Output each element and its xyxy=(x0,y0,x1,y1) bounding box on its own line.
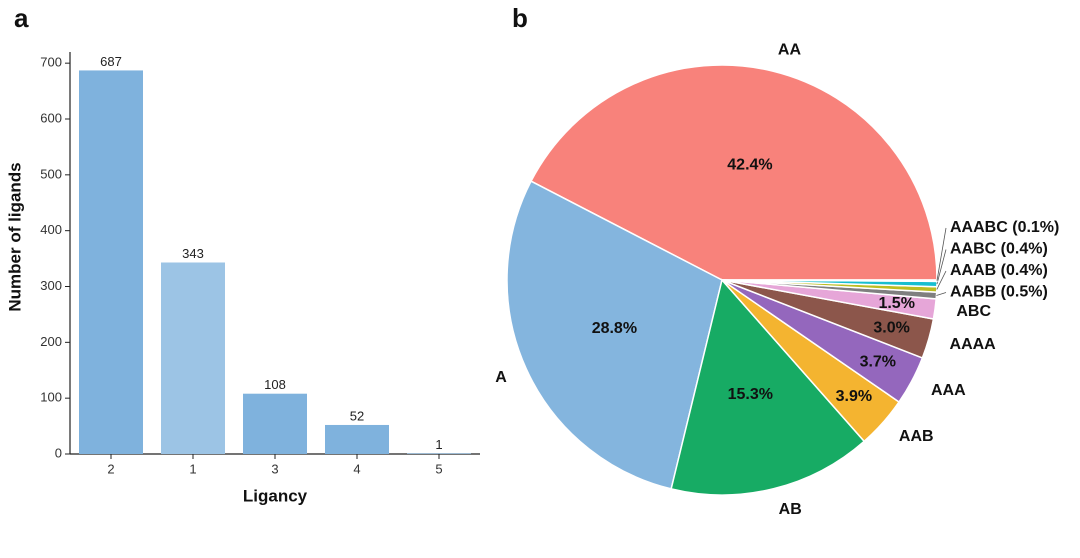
pie-slice xyxy=(530,64,938,281)
slice-name: AAAA xyxy=(950,336,997,353)
leader-line xyxy=(936,270,947,290)
slice-name: ABC xyxy=(956,303,991,320)
y-tick-label: 100 xyxy=(40,390,62,405)
x-tick-label: 3 xyxy=(271,461,278,476)
slice-label: AABB (0.5%) xyxy=(950,284,1048,301)
x-axis-title: Ligancy xyxy=(243,486,308,505)
bar-value-label: 52 xyxy=(350,408,364,423)
slice-percent: 3.9% xyxy=(836,388,872,405)
slice-name: AAB xyxy=(899,428,934,445)
slice-name: AAABC xyxy=(950,219,1008,236)
slice-percent: 42.4% xyxy=(727,156,772,173)
y-tick-label: 400 xyxy=(40,222,62,237)
slice-percent: 3.0% xyxy=(873,319,909,336)
leader-line xyxy=(936,249,947,285)
pie-slice xyxy=(670,278,866,496)
bar-value-label: 108 xyxy=(264,377,286,392)
slice-percent: 28.8% xyxy=(592,320,637,337)
y-tick-label: 700 xyxy=(40,55,62,70)
bar xyxy=(325,424,389,454)
slice-percent: 3.7% xyxy=(860,354,896,371)
slice-name: AAA xyxy=(931,382,966,399)
panel-label: b xyxy=(512,3,528,33)
slice-name: A xyxy=(495,369,507,386)
leader-line xyxy=(936,227,947,281)
slice-name: AABB xyxy=(950,284,996,301)
slice-percent: (0.4%) xyxy=(1001,262,1048,279)
y-tick-label: 600 xyxy=(40,110,62,125)
slice-percent: (0.4%) xyxy=(1001,241,1048,258)
slice-name: AB xyxy=(779,501,802,518)
slice-name: AAAB xyxy=(950,262,996,279)
slice-percent: (0.5%) xyxy=(1001,284,1048,301)
y-tick-label: 500 xyxy=(40,166,62,181)
bar xyxy=(161,262,225,454)
x-tick-label: 1 xyxy=(189,461,196,476)
leader-line xyxy=(936,292,947,296)
pie-slice xyxy=(506,180,723,490)
slice-percent: 15.3% xyxy=(728,386,773,403)
slice-label: AABC (0.4%) xyxy=(950,241,1048,258)
x-tick-label: 4 xyxy=(353,461,360,476)
slice-label: AAAB (0.4%) xyxy=(950,262,1048,279)
slice-percent: (0.1%) xyxy=(1012,219,1059,236)
y-tick-label: 0 xyxy=(55,445,62,460)
bar-value-label: 1 xyxy=(435,437,442,452)
bar xyxy=(407,453,471,454)
y-axis-title: Number of ligands xyxy=(5,162,24,311)
bar-value-label: 343 xyxy=(182,246,204,261)
bar xyxy=(79,70,143,455)
slice-percent: 1.5% xyxy=(878,295,914,312)
y-tick-label: 200 xyxy=(40,334,62,349)
bar-value-label: 687 xyxy=(100,54,122,69)
x-tick-label: 5 xyxy=(435,461,442,476)
slice-name: AA xyxy=(778,41,802,58)
x-tick-label: 2 xyxy=(107,461,114,476)
panel-label: a xyxy=(14,3,29,33)
slice-label: AAABC (0.1%) xyxy=(950,219,1059,236)
bar xyxy=(243,393,307,454)
y-tick-label: 300 xyxy=(40,278,62,293)
slice-name: AABC xyxy=(950,241,997,258)
